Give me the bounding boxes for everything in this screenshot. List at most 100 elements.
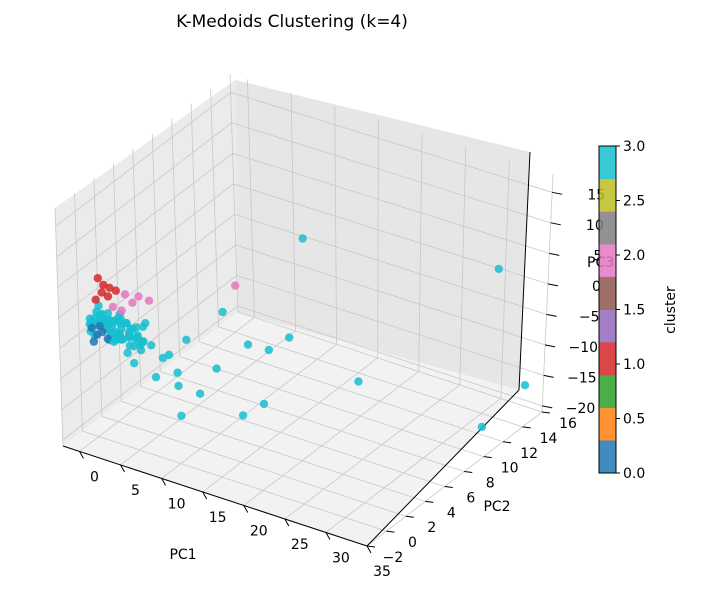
- grid-line-x-floor: [79, 317, 255, 452]
- z-tick-mark: [552, 191, 563, 195]
- data-point-cluster-0: [89, 337, 99, 346]
- grid-line-x-back: [500, 160, 510, 399]
- y-tick-label: 6: [466, 490, 475, 506]
- data-point-cluster-2: [134, 292, 143, 301]
- data-point-cluster-3: [354, 377, 363, 386]
- x-tick-label: 0: [90, 469, 99, 485]
- z-tick-mark: [546, 313, 557, 317]
- grid-line-y-floor: [198, 341, 504, 443]
- grid-line-z-left: [58, 183, 234, 319]
- colorbar-tick-label: 1.5: [623, 303, 645, 319]
- grid-line-x-back: [334, 106, 337, 345]
- grid-line-y-floor: [121, 400, 426, 502]
- data-point-cluster-3: [218, 307, 227, 317]
- y-axis-line: [366, 389, 520, 547]
- grid-line-x-floor: [325, 398, 502, 533]
- colorbar-swatch: [599, 374, 616, 408]
- data-point-cluster-3: [147, 341, 156, 350]
- data-point-cluster-0: [95, 322, 104, 331]
- data-point-cluster-2: [108, 302, 118, 312]
- y-tick-mark: [522, 426, 531, 429]
- data-point-cluster-3: [138, 337, 147, 346]
- grid-line-z-back: [235, 244, 546, 346]
- grid-line-y-floor: [101, 415, 407, 517]
- z-tick-mark: [542, 405, 553, 409]
- x-tick-mark: [161, 478, 167, 486]
- x-tick-label: 35: [373, 564, 391, 580]
- x-tick-mark: [78, 451, 84, 459]
- grid-line-x-back: [290, 92, 296, 331]
- y-tick-mark: [503, 441, 512, 444]
- grid-line-x-back: [418, 133, 423, 372]
- data-point-cluster-3: [177, 411, 186, 420]
- colorbar-label: cluster: [663, 286, 679, 334]
- data-point-cluster-3: [136, 346, 146, 355]
- grid-line-y-left: [112, 163, 122, 402]
- grid-line-z-back: [237, 305, 543, 407]
- y-axis-label: PC2: [483, 499, 510, 515]
- data-point-core: [97, 309, 107, 319]
- data-point-cluster-3: [477, 422, 487, 432]
- y-tick-label: 10: [501, 461, 519, 477]
- grid-line-z-left: [55, 91, 231, 227]
- colorbar-swatch: [599, 211, 616, 245]
- y-tick-mark: [386, 530, 395, 533]
- data-point-cluster-3: [212, 364, 221, 373]
- data-point-cluster-3: [174, 381, 183, 391]
- grid-lines: [54, 73, 554, 547]
- colorbar-swatch: [599, 407, 616, 441]
- data-point-cluster-3: [238, 411, 248, 420]
- grid-line-y-left: [190, 103, 200, 342]
- y-tick-label: 2: [427, 520, 436, 536]
- x-tick-label: 30: [332, 550, 350, 566]
- data-point-cluster-1: [91, 295, 100, 304]
- data-point-cluster-3: [182, 335, 191, 344]
- x-tick-mark: [284, 518, 290, 527]
- grid-line-x-floor: [161, 344, 337, 479]
- chart-title: K-Medoids Clustering (k=4): [176, 12, 408, 32]
- data-point-cluster-3: [285, 333, 294, 342]
- colorbar-swatch: [599, 244, 616, 278]
- data-point-cluster-0: [87, 323, 97, 333]
- z-tick-mark: [545, 344, 556, 348]
- z-tick-label: 5: [593, 248, 602, 264]
- data-point-core: [128, 324, 137, 333]
- y-tick-mark: [444, 485, 453, 488]
- z-tick-label: −20: [566, 401, 596, 417]
- data-point-cluster-2: [128, 298, 137, 307]
- grid-line-y-left: [171, 118, 181, 357]
- x-tick-mark: [366, 545, 372, 554]
- y-tick-label: 8: [486, 476, 495, 492]
- x-tick-labels: 0 5 10 15 20 25 30 35: [90, 469, 391, 580]
- data-point-cluster-1: [97, 288, 107, 297]
- y-tick-mark: [405, 515, 414, 518]
- data-point-core: [125, 341, 134, 350]
- data-point-cluster-1: [103, 292, 113, 301]
- data-point-cluster-2: [144, 296, 154, 305]
- grid-line-x-floor: [284, 384, 461, 520]
- x-tick-label: 25: [291, 537, 309, 553]
- colorbar-tick-label: 3.0: [623, 139, 645, 155]
- colorbar-swatch: [599, 440, 616, 474]
- y-tick-mark: [483, 456, 492, 459]
- data-point-cluster-3: [151, 372, 161, 382]
- data-point-cluster-1: [111, 286, 121, 295]
- grid-line-y-left: [151, 133, 161, 372]
- data-point-cluster-3: [173, 368, 182, 377]
- colorbar-tick-label: 0.0: [623, 466, 645, 482]
- data-point-cluster-3: [125, 333, 134, 342]
- z-axis-line: [518, 151, 531, 391]
- colorbar-swatch: [599, 309, 616, 343]
- colorbar-tick-label: 0.5: [623, 412, 645, 428]
- axis-spines: [62, 151, 531, 547]
- colorbar: 0.0 0.5 1.0 1.5 2.0 2.5 3.0 cluster: [598, 139, 679, 482]
- grid-line-z-left: [60, 244, 236, 380]
- y-tick-label: 16: [559, 416, 577, 432]
- data-point-core: [133, 331, 142, 340]
- data-point-cluster-2: [120, 290, 130, 299]
- pane-left: [55, 80, 238, 446]
- y-tick-label: 14: [540, 431, 558, 447]
- tick-marks: [78, 191, 563, 554]
